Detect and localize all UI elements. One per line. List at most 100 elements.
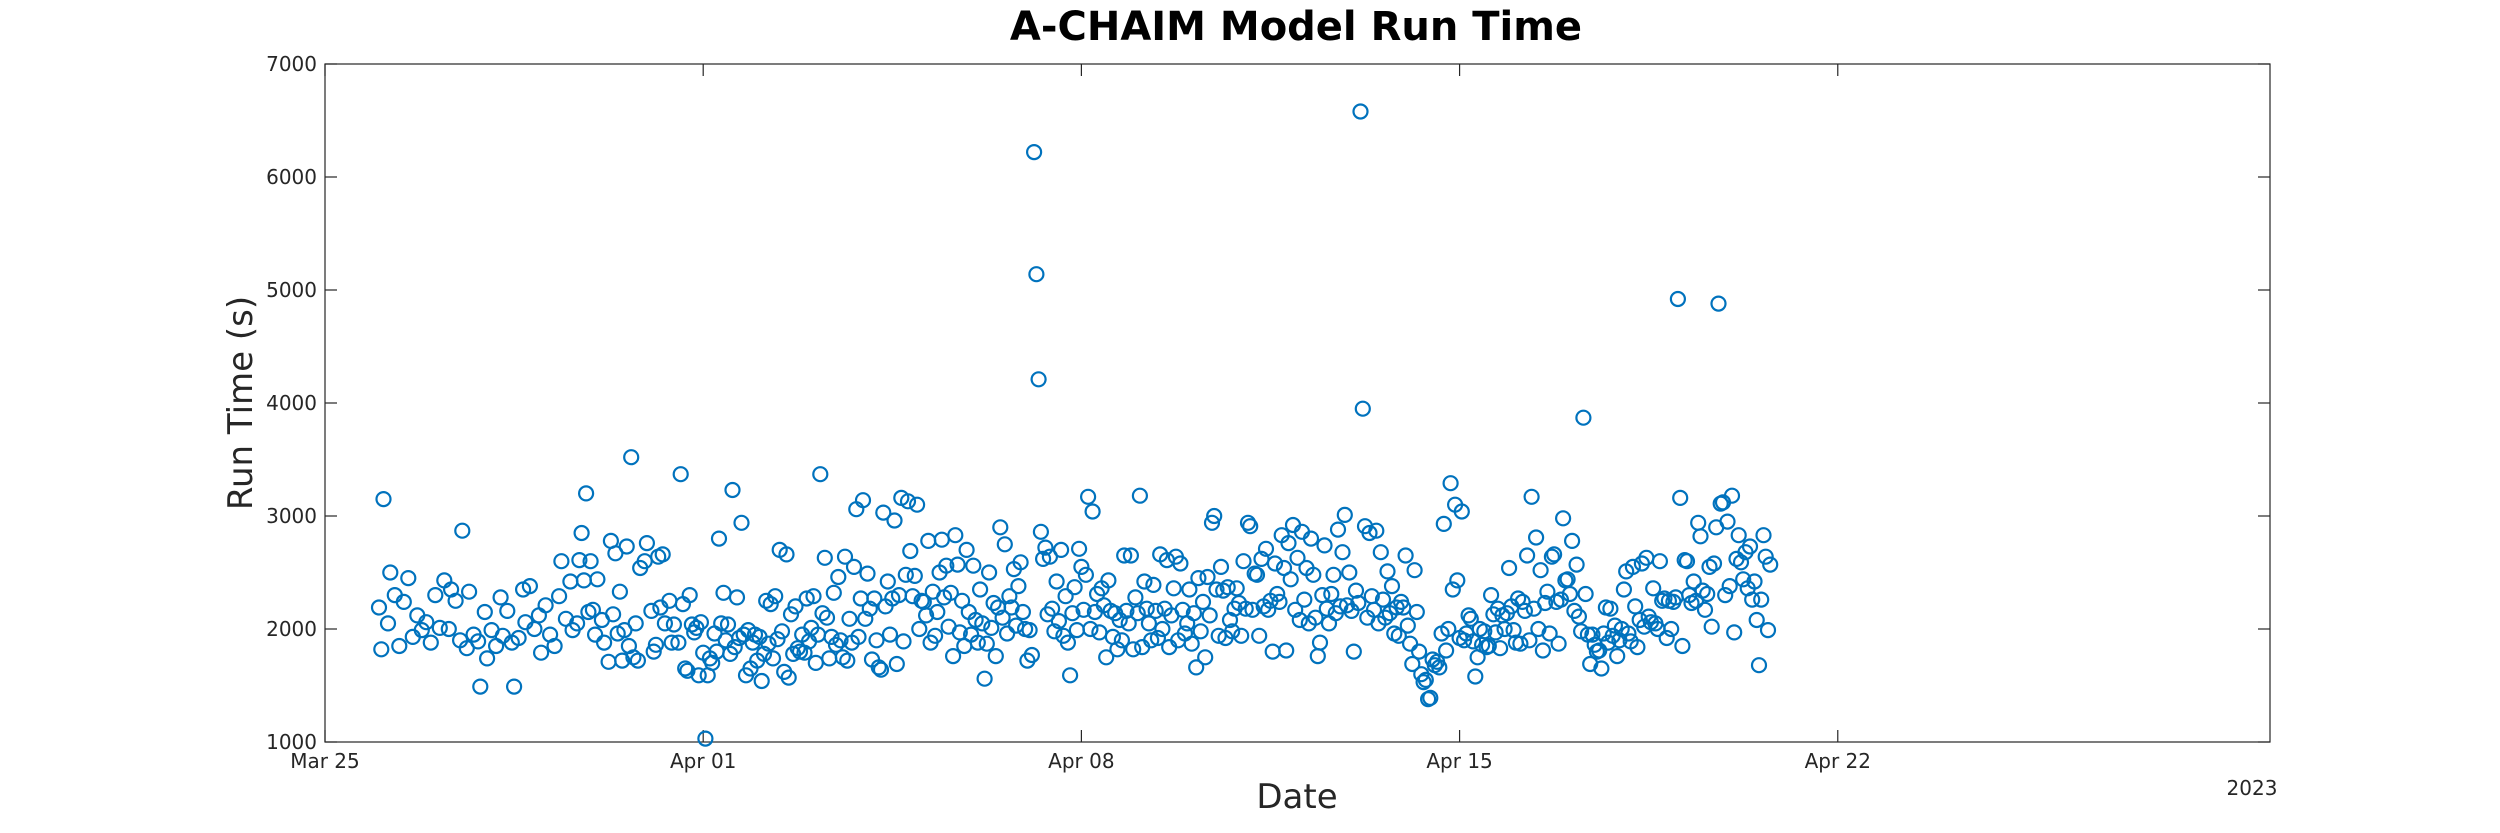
data-point xyxy=(947,527,964,544)
data-point xyxy=(1280,534,1297,552)
data-point xyxy=(1545,546,1563,563)
data-point xyxy=(1001,588,1018,605)
data-point xyxy=(1543,548,1561,565)
data-point xyxy=(1379,563,1396,580)
data-point xyxy=(510,629,527,647)
data-point xyxy=(969,634,986,651)
data-point xyxy=(672,466,689,483)
data-point xyxy=(1512,635,1529,652)
data-point xyxy=(553,553,570,570)
data-point xyxy=(816,549,833,566)
data-point xyxy=(1025,144,1043,161)
data-point xyxy=(1753,591,1770,608)
data-point xyxy=(1462,610,1479,627)
y-tick-label: 6000 xyxy=(266,165,317,189)
data-point xyxy=(1372,544,1389,561)
data-point xyxy=(1595,625,1612,642)
data-point xyxy=(868,632,885,649)
data-point xyxy=(521,577,539,595)
data-point xyxy=(1744,591,1761,608)
data-point xyxy=(764,650,782,667)
data-point xyxy=(1052,541,1070,559)
data-point xyxy=(1762,556,1779,573)
data-point xyxy=(944,647,962,665)
data-point xyxy=(604,606,622,623)
data-point xyxy=(1260,601,1277,618)
data-point xyxy=(1061,667,1079,684)
data-point xyxy=(1323,585,1340,603)
data-point xyxy=(1705,555,1723,572)
data-point xyxy=(1037,539,1054,556)
data-point xyxy=(1023,646,1041,664)
data-point xyxy=(1651,553,1669,570)
data-point xyxy=(1480,637,1497,655)
data-point xyxy=(1568,556,1585,573)
data-point xyxy=(1014,603,1032,621)
data-point xyxy=(427,586,444,604)
data-point xyxy=(1043,600,1061,617)
data-point xyxy=(895,633,912,650)
data-point xyxy=(1129,605,1146,622)
data-point xyxy=(1289,549,1306,566)
data-point xyxy=(926,627,944,644)
data-point xyxy=(395,593,412,611)
x-tick-label: Apr 01 xyxy=(670,749,736,773)
data-point xyxy=(872,661,890,678)
data-point xyxy=(1291,611,1308,629)
data-point xyxy=(1194,593,1212,611)
data-point xyxy=(983,619,1000,637)
data-point xyxy=(681,586,698,604)
data-point xyxy=(1521,632,1538,649)
data-point xyxy=(1237,600,1254,617)
data-point xyxy=(1584,626,1601,643)
plot-area xyxy=(324,63,2271,743)
data-point xyxy=(1257,540,1275,557)
data-point xyxy=(1131,487,1149,504)
y-axis-label: Run Time (s) xyxy=(221,296,261,510)
data-point xyxy=(1406,562,1423,579)
data-point xyxy=(1532,562,1549,579)
data-point xyxy=(1064,605,1081,622)
data-point xyxy=(992,519,1009,536)
data-point xyxy=(1550,635,1567,652)
data-point xyxy=(1046,623,1063,640)
data-point xyxy=(861,600,878,617)
data-point xyxy=(980,564,998,581)
data-point xyxy=(1361,524,1378,542)
data-point xyxy=(1440,620,1457,638)
data-point xyxy=(1021,621,1038,639)
data-point xyxy=(938,557,955,574)
data-point xyxy=(1203,514,1221,531)
data-point xyxy=(1305,566,1322,583)
data-point xyxy=(1282,571,1299,588)
data-point xyxy=(1077,566,1095,583)
data-point xyxy=(584,601,602,618)
data-point xyxy=(627,615,644,632)
data-point xyxy=(917,607,935,624)
data-point xyxy=(958,541,975,559)
data-point xyxy=(866,590,883,607)
data-point xyxy=(647,636,665,653)
x-tick-label: Apr 15 xyxy=(1426,749,1492,773)
data-point xyxy=(758,592,775,609)
data-point xyxy=(683,616,701,633)
data-point xyxy=(440,620,457,638)
data-point xyxy=(769,631,786,648)
data-point xyxy=(582,553,599,570)
data-point xyxy=(1185,605,1203,622)
data-point xyxy=(1336,506,1353,524)
data-point xyxy=(1509,590,1527,607)
data-point xyxy=(1624,558,1642,576)
data-point xyxy=(998,625,1016,642)
data-point xyxy=(1435,515,1452,533)
data-point xyxy=(762,595,779,613)
data-point xyxy=(1334,544,1351,561)
data-point xyxy=(537,597,554,614)
data-point xyxy=(568,615,586,632)
data-point xyxy=(854,492,872,509)
data-point xyxy=(1449,572,1466,589)
data-point xyxy=(911,620,928,638)
data-point xyxy=(1431,659,1448,676)
data-point xyxy=(1487,624,1504,641)
data-point xyxy=(1401,635,1419,652)
